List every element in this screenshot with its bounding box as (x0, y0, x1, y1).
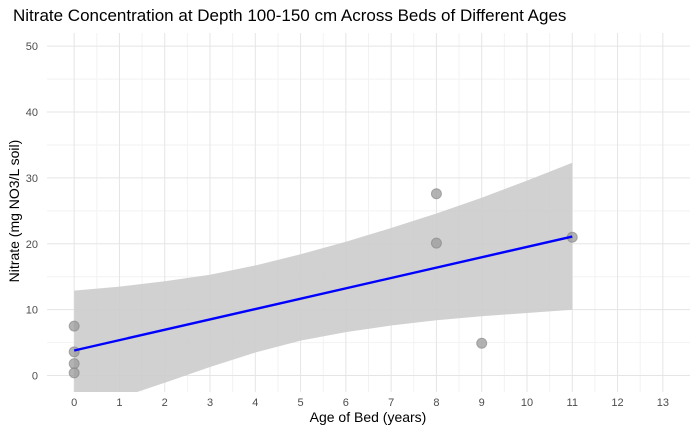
y-tick-label: 50 (26, 41, 38, 53)
x-tick-label: 1 (116, 397, 122, 409)
data-point (68, 320, 80, 332)
data-point (476, 337, 488, 349)
x-tick-label: 6 (343, 397, 349, 409)
data-point (68, 346, 80, 358)
x-axis-title: Age of Bed (years) (310, 409, 427, 425)
confidence-band (74, 162, 573, 392)
y-tick-label: 20 (26, 239, 38, 251)
fit-line (73, 235, 573, 352)
x-tick-label: 7 (388, 397, 394, 409)
x-tick-label: 0 (71, 397, 77, 409)
y-tick-label: 30 (26, 173, 38, 185)
data-point (68, 358, 80, 370)
y-tick-label: 0 (32, 371, 38, 383)
x-tick-label: 12 (611, 397, 623, 409)
y-axis-title: Nitrate (mg NO3/L soil) (6, 140, 22, 283)
x-tick-label: 5 (298, 397, 304, 409)
x-tick-label: 2 (162, 397, 168, 409)
x-tick-label: 4 (252, 397, 258, 409)
x-tick-label: 11 (567, 397, 578, 409)
data-point (430, 188, 442, 200)
data-point (430, 237, 442, 249)
x-tick-label: 10 (521, 397, 533, 409)
chart-title: Nitrate Concentration at Depth 100-150 c… (13, 6, 566, 25)
x-tick-label: 8 (433, 397, 439, 409)
x-tick-label: 3 (207, 397, 213, 409)
y-tick-label: 40 (26, 107, 38, 119)
x-tick-label: 13 (657, 397, 669, 409)
y-tick-label: 10 (26, 305, 38, 317)
data-point (68, 367, 80, 379)
x-tick-label: 9 (479, 397, 485, 409)
